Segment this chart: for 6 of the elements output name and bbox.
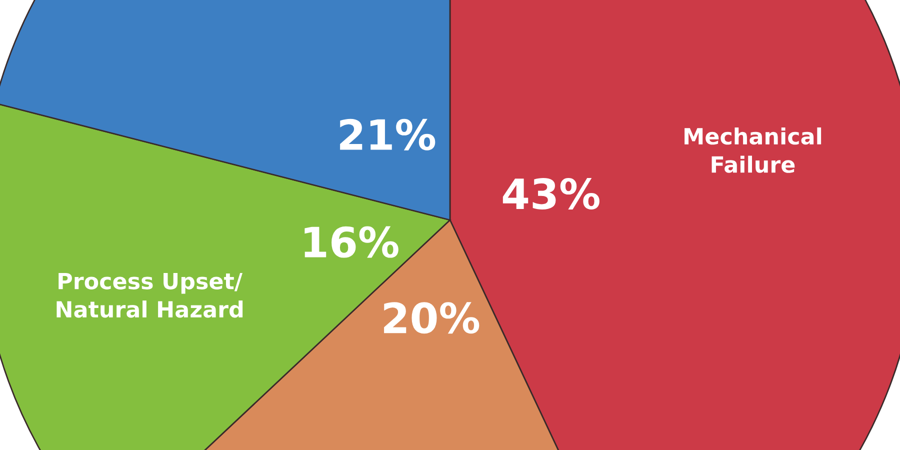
data-label: 16% — [304, 226, 398, 258]
data-label: 21% — [340, 118, 436, 150]
slice-label: Mechanical Failure — [684, 127, 822, 173]
data-label: 20% — [384, 302, 480, 334]
slice-label: Process Upset/ Natural Hazard — [56, 272, 243, 318]
data-label: 43% — [502, 178, 600, 210]
